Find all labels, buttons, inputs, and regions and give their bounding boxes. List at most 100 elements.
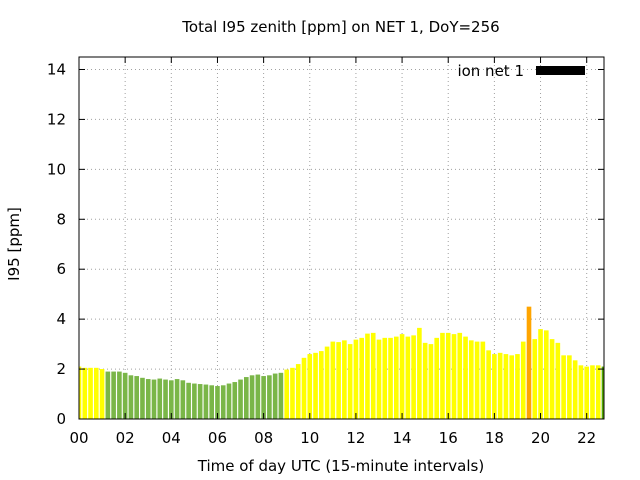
bar — [474, 341, 480, 419]
y-tick-label: 0 — [56, 410, 66, 428]
bar — [399, 334, 405, 419]
bar — [255, 374, 261, 419]
bar — [313, 352, 318, 419]
bar — [590, 365, 595, 419]
bar — [319, 351, 324, 419]
bar — [220, 385, 226, 419]
bar — [105, 371, 111, 419]
bar — [157, 378, 163, 419]
bar — [347, 344, 353, 419]
x-axis-label: Time of day UTC (15-minute intervals) — [197, 457, 484, 475]
bar — [249, 375, 255, 419]
bar — [238, 379, 243, 419]
y-tick-label: 2 — [56, 360, 66, 378]
bar — [422, 342, 428, 419]
x-tick-label: 18 — [485, 429, 504, 447]
bar — [509, 355, 514, 419]
legend: ion net 1 — [457, 62, 585, 80]
bar — [382, 337, 388, 419]
bar — [169, 380, 174, 419]
bar — [232, 382, 238, 419]
bar — [503, 354, 509, 419]
x-tick-label: 12 — [346, 429, 365, 447]
bar — [174, 379, 180, 419]
bar — [192, 383, 197, 419]
bar — [267, 375, 272, 419]
bar — [388, 337, 393, 419]
bar — [94, 367, 99, 419]
y-tick-label: 6 — [56, 260, 66, 278]
bar — [469, 340, 474, 419]
bar — [203, 384, 209, 419]
grid-lines — [79, 57, 604, 419]
bar — [284, 369, 289, 419]
x-tick-labels: 00 02 04 06 08 10 12 14 16 18 20 22 — [69, 429, 596, 447]
axis-ticks — [78, 57, 604, 420]
bar — [457, 332, 463, 419]
bar — [122, 372, 128, 419]
bar — [445, 332, 451, 419]
y-tick-label: 10 — [47, 160, 66, 178]
bar — [209, 385, 214, 419]
bar — [365, 333, 370, 419]
y-tick-labels: 0 2 4 6 8 10 12 14 — [47, 60, 66, 428]
bar — [549, 339, 555, 419]
bar — [324, 346, 330, 419]
bar — [88, 367, 93, 419]
y-tick-label: 12 — [47, 110, 66, 128]
bar — [151, 379, 157, 419]
bar — [359, 337, 364, 419]
bar — [417, 327, 422, 419]
bar — [215, 386, 220, 419]
legend-swatch — [536, 66, 585, 75]
bar — [440, 332, 445, 419]
bar — [370, 332, 376, 419]
bar — [451, 334, 457, 419]
bar — [555, 342, 561, 419]
bar — [290, 367, 295, 419]
bar — [278, 372, 284, 419]
x-tick-label: 08 — [254, 429, 273, 447]
bar — [145, 379, 151, 419]
bar — [526, 306, 532, 419]
bar — [353, 339, 359, 419]
bar — [480, 341, 486, 419]
bar — [134, 376, 139, 419]
bar — [244, 377, 249, 419]
y-axis-label: I95 [ppm] — [5, 207, 23, 281]
bar — [486, 350, 491, 419]
bar — [463, 336, 468, 419]
x-tick-label: 02 — [116, 429, 135, 447]
bar — [111, 371, 116, 419]
bar — [376, 339, 382, 419]
bar — [434, 337, 439, 419]
x-tick-label: 10 — [300, 429, 319, 447]
bar — [226, 383, 232, 419]
bar — [520, 341, 526, 419]
bar — [532, 339, 538, 419]
bar — [128, 375, 134, 419]
x-tick-label: 22 — [577, 429, 596, 447]
y-tick-label: 14 — [47, 60, 66, 78]
chart-title: Total I95 zenith [ppm] on NET 1, DoY=256 — [181, 18, 499, 36]
bar — [578, 365, 584, 419]
x-tick-label: 16 — [439, 429, 458, 447]
bar — [538, 329, 543, 419]
bar — [595, 365, 601, 419]
bar — [497, 352, 503, 419]
bar — [561, 355, 566, 419]
y-tick-label: 8 — [56, 210, 66, 228]
bar — [117, 371, 122, 419]
bar — [79, 366, 82, 419]
bar — [572, 360, 578, 419]
bar — [544, 330, 549, 419]
y-tick-label: 4 — [56, 310, 66, 328]
bar — [163, 379, 168, 419]
bar — [336, 342, 341, 419]
bar — [272, 373, 278, 419]
bar — [428, 344, 434, 419]
bar — [99, 369, 105, 419]
x-tick-label: 00 — [69, 429, 88, 447]
bar-series — [79, 306, 604, 419]
